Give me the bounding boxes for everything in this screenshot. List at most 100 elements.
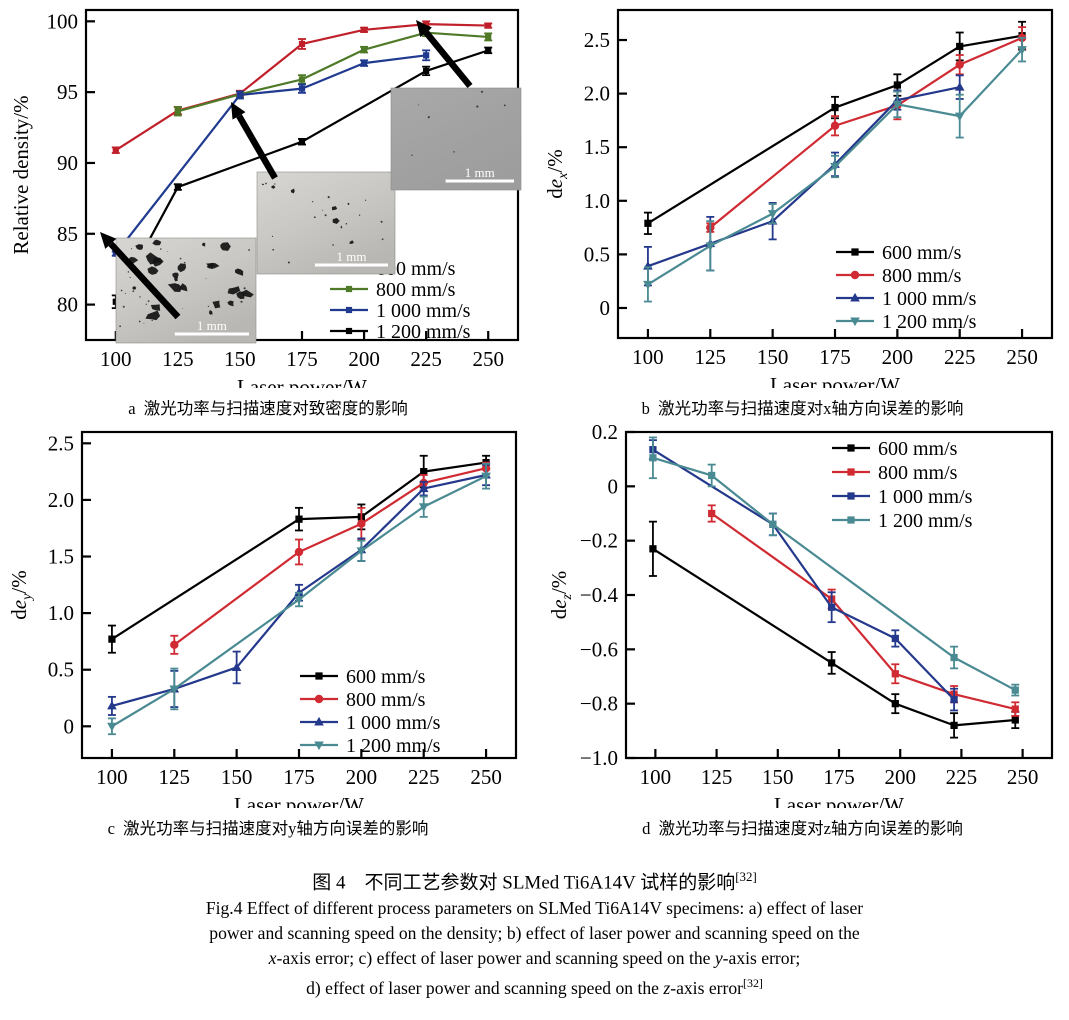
data-point-marker bbox=[481, 472, 491, 482]
panel-a-svg: 100 125 150 175 200 225 250 80 85 90 95 100 Laser po… bbox=[9, 8, 522, 388]
legend-label: 600 mm/s bbox=[882, 242, 962, 264]
series-3 bbox=[107, 462, 491, 736]
panel-d-chart: 100 125 150 175 200 225 250 0.2 0 −0.2 −0.4 −0.6 −0.… bbox=[536, 420, 1069, 808]
data-point-marker bbox=[892, 100, 903, 110]
data-point-marker bbox=[314, 716, 324, 726]
panel-d-letter: d bbox=[642, 819, 651, 838]
legend-label: 1 000 mm/s bbox=[346, 712, 441, 734]
data-point-marker bbox=[169, 685, 180, 695]
data-point-marker bbox=[485, 22, 492, 29]
y-axis-tick-label: 0.2 bbox=[592, 420, 618, 444]
legend-item[interactable]: 800 mm/s bbox=[832, 462, 958, 484]
figure-caption-en-line2: power and scanning speed on the density;… bbox=[0, 921, 1069, 946]
data-point-marker bbox=[360, 26, 368, 33]
data-point-marker bbox=[708, 471, 716, 480]
legend-item[interactable]: 1 200 mm/s bbox=[300, 735, 441, 757]
panel-d-svg: 100 125 150 175 200 225 250 0.2 0 −0.2 −0.4 −0.6 −0.… bbox=[547, 420, 1054, 808]
series-line bbox=[652, 547, 1016, 727]
series-line bbox=[647, 86, 960, 268]
arrow-to-mid-density-point bbox=[231, 102, 278, 180]
x-axis-tick-label: 175 bbox=[819, 345, 851, 369]
micropore bbox=[132, 286, 137, 290]
legend-item[interactable]: 1 200 mm/s bbox=[836, 311, 977, 333]
y-axis-tick-label: 2.0 bbox=[584, 82, 610, 106]
legend-item[interactable]: 600 mm/s bbox=[832, 438, 958, 460]
legend-item[interactable]: 1 000 mm/s bbox=[836, 288, 977, 310]
legend-item[interactable]: 800 mm/s bbox=[836, 265, 962, 287]
data-point-marker bbox=[851, 248, 859, 256]
y-axis-tick-label: 0.5 bbox=[48, 658, 74, 682]
medium-porosity-microstructure-inset: 1 mm bbox=[256, 171, 396, 275]
y-axis-title: Relative density/% bbox=[9, 95, 33, 254]
data-point-marker bbox=[950, 653, 958, 662]
x-axis-tick-label: 250 bbox=[470, 765, 502, 789]
micropore bbox=[349, 240, 354, 244]
data-point-marker bbox=[891, 634, 899, 643]
caption-line4-ref: [32] bbox=[743, 976, 763, 990]
data-point-marker bbox=[1011, 716, 1019, 724]
y-axis-tick-label: 2.5 bbox=[48, 431, 74, 455]
legend-item[interactable]: 1 000 mm/s bbox=[330, 300, 471, 322]
data-point-marker bbox=[956, 42, 964, 51]
legend-label: 1 200 mm/s bbox=[882, 311, 977, 333]
panel-a-caption-text: 激光功率与扫描速度对致密度的影响 bbox=[143, 399, 408, 418]
panel-d-caption: d 激光功率与扫描速度对z轴方向误差的影响 bbox=[536, 815, 1069, 839]
legend-item[interactable]: 800 mm/s bbox=[330, 279, 456, 301]
x-axis-tick-label: 125 bbox=[162, 347, 194, 371]
svg-text:dex/%: dex/% bbox=[543, 149, 571, 198]
data-point-marker bbox=[649, 545, 657, 553]
data-point-marker bbox=[357, 519, 366, 528]
data-point-marker bbox=[418, 503, 429, 512]
data-point-marker bbox=[314, 741, 324, 751]
legend-item[interactable]: 600 mm/s bbox=[836, 242, 962, 264]
figure-title-cn-text: 图 4 不同工艺参数对 SLMed Ti6A14V 试样的影响 bbox=[312, 872, 736, 894]
data-point-marker bbox=[893, 81, 901, 89]
data-point-marker bbox=[112, 147, 119, 154]
x-axis-tick-label: 100 bbox=[100, 347, 132, 371]
legend-item[interactable]: 1 200 mm/s bbox=[330, 321, 471, 343]
data-point-marker bbox=[1017, 46, 1027, 55]
caption-line3-x-italic: x bbox=[268, 948, 277, 968]
data-point-marker bbox=[1011, 686, 1019, 694]
panel-c-caption-text: 激光功率与扫描速度对y轴方向误差的影响 bbox=[123, 819, 429, 838]
data-point-marker bbox=[108, 635, 116, 643]
legend-item[interactable]: 600 mm/s bbox=[300, 666, 426, 688]
y-axis-tick-label: 0 bbox=[608, 474, 619, 498]
plot-frame bbox=[624, 430, 1054, 760]
x-axis-tick-label: 125 bbox=[701, 765, 733, 789]
dense-microstructure-inset: 1 mm bbox=[390, 87, 522, 191]
x-axis-title: Laser power/W bbox=[770, 373, 900, 388]
figure-caption-en-line3: x-axis error; c) effect of laser power a… bbox=[0, 946, 1069, 971]
micropore bbox=[313, 216, 316, 218]
y-axis-tick-label: 1.5 bbox=[48, 545, 74, 569]
micropore bbox=[209, 310, 213, 315]
y-axis-tick-label: 90 bbox=[57, 151, 78, 175]
micropore bbox=[227, 286, 241, 295]
x-axis-tick-label: 200 bbox=[882, 345, 914, 369]
caption-line3-end: -axis error; bbox=[722, 948, 801, 968]
data-point-marker bbox=[236, 91, 244, 99]
data-point-marker bbox=[850, 270, 860, 280]
legend-item[interactable]: 1 200 mm/s bbox=[832, 510, 973, 532]
data-point-marker bbox=[298, 85, 306, 92]
data-point-marker bbox=[298, 76, 306, 83]
y-axis-tick-label: 95 bbox=[57, 80, 78, 104]
y-axis-tick-label: 80 bbox=[57, 293, 78, 317]
panel-d-caption-text: 激光功率与扫描速度对z轴方向误差的影响 bbox=[658, 819, 963, 838]
legend-item[interactable]: 1 000 mm/s bbox=[300, 712, 441, 734]
data-point-marker bbox=[850, 292, 860, 302]
data-point-marker bbox=[345, 285, 353, 293]
legend-item[interactable]: 800 mm/s bbox=[300, 689, 426, 711]
micropore bbox=[236, 291, 245, 299]
data-point-marker bbox=[847, 492, 855, 500]
panel-b-caption-text: 激光功率与扫描速度对x轴方向误差的影响 bbox=[658, 399, 964, 418]
legend-label: 600 mm/s bbox=[346, 666, 426, 688]
data-point-marker bbox=[360, 46, 368, 53]
data-point-marker bbox=[294, 547, 304, 557]
data-point-marker bbox=[314, 694, 324, 704]
data-point-marker bbox=[298, 138, 306, 145]
legend-item[interactable]: 1 000 mm/s bbox=[832, 486, 973, 508]
data-point-marker bbox=[847, 516, 855, 524]
